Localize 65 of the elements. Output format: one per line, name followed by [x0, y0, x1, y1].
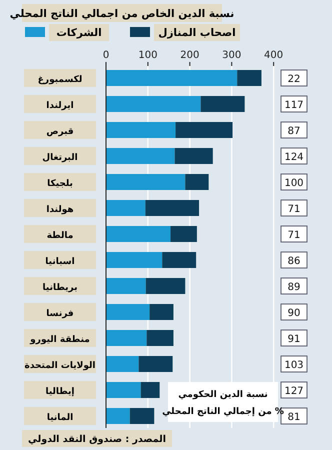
- bar: [106, 330, 147, 346]
- bar: [106, 278, 146, 294]
- y-tick-label: لكسمبورغ: [38, 75, 82, 85]
- y-tick-label: بلجيكا: [47, 179, 73, 189]
- bar: [106, 200, 146, 216]
- legend-label: الشركات: [56, 27, 102, 39]
- x-tick-label: 0: [102, 50, 110, 61]
- bar: [106, 226, 171, 242]
- bar: [106, 174, 186, 190]
- text: المصدر : صندوق النقد الدولي: [28, 434, 166, 445]
- text: 117: [284, 100, 304, 111]
- x-tick-label: 400: [264, 50, 284, 61]
- legend-label: اصحاب المنازل: [158, 27, 236, 39]
- bar: [237, 70, 262, 86]
- x-tick-label: 200: [180, 50, 200, 61]
- y-tick-label: منطقة اليورو: [29, 335, 90, 345]
- bar: [140, 382, 160, 398]
- bar: [146, 278, 186, 294]
- text: 71: [288, 230, 300, 241]
- x-tick-label: 100: [138, 50, 158, 61]
- chart-title: نسبة الدين الخاص من اجمالي الناتج المحلي: [10, 8, 234, 20]
- y-tick-label: ايرلندا: [46, 101, 74, 111]
- bar: [106, 252, 162, 268]
- bar: [176, 122, 233, 138]
- bar: [106, 96, 201, 112]
- bar: [162, 252, 196, 268]
- text: 71: [288, 204, 300, 215]
- bar: [106, 304, 150, 320]
- y-tick-label: قبرص: [46, 127, 74, 137]
- text: 100: [284, 178, 304, 189]
- bar: [170, 226, 197, 242]
- bar: [106, 122, 176, 138]
- y-tick-label: فرنسا: [46, 309, 74, 319]
- text: 87: [288, 126, 300, 137]
- y-tick-label: إيطاليا: [45, 387, 75, 397]
- y-tick-label: المانيا: [46, 413, 74, 423]
- x-tick-label: 300: [222, 50, 242, 61]
- y-tick-label: اسبانيا: [45, 257, 75, 267]
- bar: [106, 356, 139, 372]
- y-tick-label: بريطانيا: [42, 283, 78, 293]
- bar: [150, 304, 174, 320]
- bar: [130, 408, 154, 424]
- text: 81: [288, 412, 300, 423]
- text: 127: [284, 386, 304, 397]
- bar: [106, 408, 130, 424]
- text: 124: [284, 152, 304, 163]
- text: 86: [288, 256, 300, 267]
- bar: [200, 96, 245, 112]
- bar: [106, 70, 238, 86]
- text: 91: [288, 334, 300, 345]
- text: 22: [288, 74, 300, 85]
- bar: [174, 148, 213, 164]
- y-tick-label: مالطة: [46, 231, 74, 241]
- bar: [106, 148, 175, 164]
- text: 90: [288, 308, 300, 319]
- y-tick-label: الولايات المتحدة: [24, 361, 96, 371]
- bar: [185, 174, 209, 190]
- bar: [145, 200, 200, 216]
- bar: [138, 356, 173, 372]
- text: 103: [284, 360, 304, 371]
- y-tick-label: البرتغال: [42, 153, 78, 163]
- text: 89: [288, 282, 300, 293]
- bar: [106, 382, 141, 398]
- y-tick-label: هولندا: [46, 205, 74, 215]
- bar: [146, 330, 174, 346]
